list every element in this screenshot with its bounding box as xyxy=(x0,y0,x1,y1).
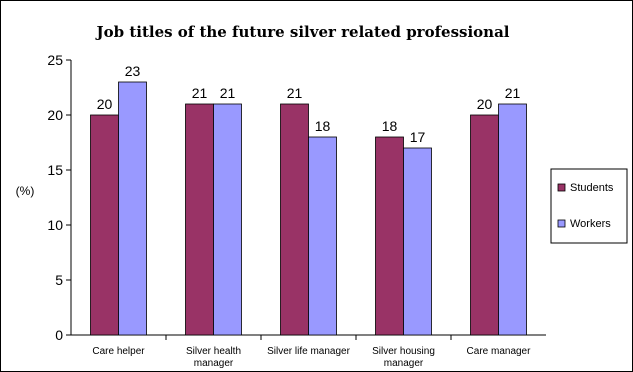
bar-workers xyxy=(213,103,242,336)
bar-workers xyxy=(403,147,432,336)
x-tick-label: manager xyxy=(384,358,424,369)
y-tick-label: 0 xyxy=(55,327,63,343)
bar-students xyxy=(280,103,309,336)
plot-area: 0 5 10 15 20 25 20 23 Care helper 21 21 Silver heal… xyxy=(47,52,546,369)
x-tick-label: Silver housing xyxy=(372,346,435,357)
data-label: 17 xyxy=(410,129,426,145)
legend-label-students: Students xyxy=(570,182,614,194)
legend-swatch-students xyxy=(557,183,566,192)
bar-workers xyxy=(118,81,147,336)
data-label: 23 xyxy=(125,63,141,79)
bar-students xyxy=(470,114,499,336)
chart-title: Job titles of the future silver related … xyxy=(95,23,510,41)
data-label: 21 xyxy=(287,85,303,101)
bar-students xyxy=(375,136,404,336)
data-label: 18 xyxy=(382,118,398,134)
data-label: 20 xyxy=(477,96,493,112)
legend-swatch-workers xyxy=(557,219,566,228)
bar-students xyxy=(185,103,214,336)
data-label: 18 xyxy=(315,118,331,134)
x-tick-label: Silver health xyxy=(186,346,241,357)
x-tick-label: Silver life manager xyxy=(267,346,350,357)
x-tick-label: Care manager xyxy=(467,346,532,357)
legend-box xyxy=(550,168,628,244)
legend-label-workers: Workers xyxy=(570,218,611,230)
y-tick-label: 10 xyxy=(47,217,63,233)
data-label: 21 xyxy=(192,85,208,101)
data-label: 21 xyxy=(505,85,521,101)
data-label: 21 xyxy=(220,85,236,101)
x-tick-label: manager xyxy=(194,358,234,369)
y-tick-label: 25 xyxy=(47,52,63,68)
bar-workers xyxy=(308,136,337,336)
y-tick-label: 5 xyxy=(55,272,63,288)
y-axis-label: (%) xyxy=(16,184,35,198)
y-tick-label: 20 xyxy=(47,107,63,123)
x-tick-label: Care helper xyxy=(92,346,145,357)
bar-workers xyxy=(498,103,527,336)
bar-students xyxy=(90,114,119,336)
data-label: 20 xyxy=(97,96,113,112)
y-tick-label: 15 xyxy=(47,162,63,178)
